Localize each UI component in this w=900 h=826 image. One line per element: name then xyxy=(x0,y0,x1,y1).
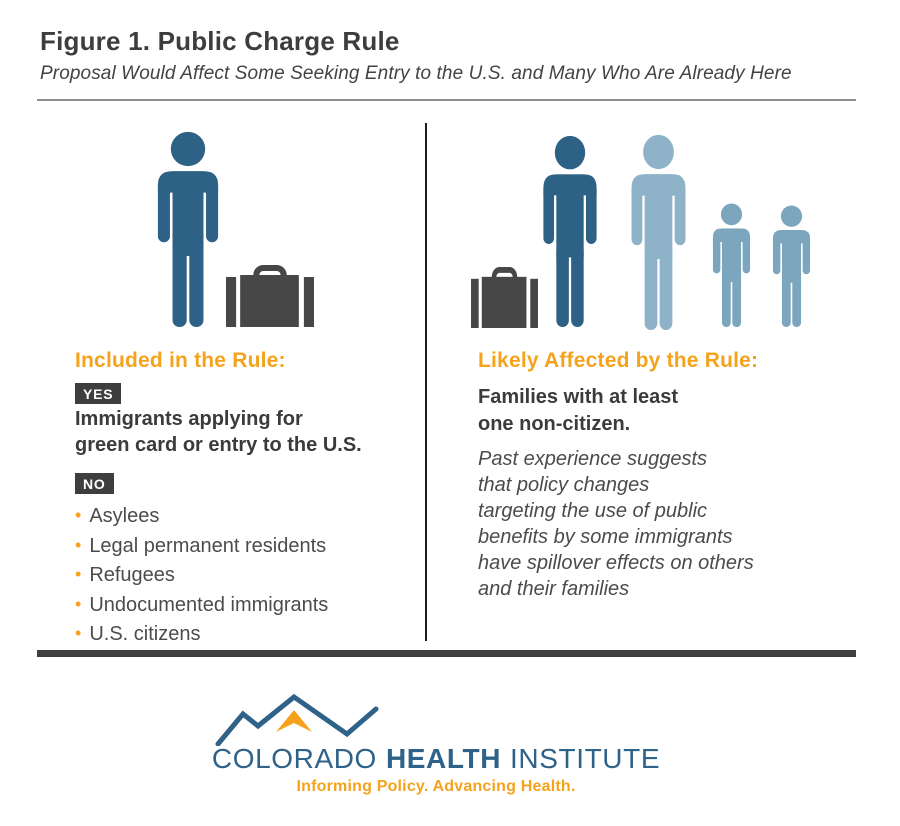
mountain-logo-icon xyxy=(215,694,379,746)
yes-badge: YES xyxy=(75,383,122,404)
list-item-label: Refugees xyxy=(89,564,175,586)
affected-note-line: benefits by some immigrants xyxy=(478,526,733,548)
list-item: • Refugees xyxy=(75,560,328,590)
affected-heading: Likely Affected by the Rule: xyxy=(478,349,759,372)
affected-description-line: one non-citizen. xyxy=(478,413,631,435)
logo-tagline: Informing Policy. Advancing Health. xyxy=(296,778,576,795)
bullet-icon: • xyxy=(75,505,82,525)
adult-icon xyxy=(620,134,697,330)
excluded-list: • Asylees • Legal permanent residents • Ref… xyxy=(75,501,328,649)
bullet-icon: • xyxy=(75,593,82,614)
included-description-line: Immigrants applying for xyxy=(75,408,303,430)
list-item: • Legal permanent residents xyxy=(75,531,328,561)
included-description: Immigrants applying for green card or en… xyxy=(75,406,362,458)
affected-note-line: and their families xyxy=(478,578,630,600)
list-item-label: Legal permanent residents xyxy=(89,534,327,557)
included-description-line: green card or entry to the U.S. xyxy=(75,434,362,456)
child-icon xyxy=(705,203,758,327)
list-item: • Undocumented immigrants xyxy=(75,590,328,620)
list-item-label: U.S. citizens xyxy=(89,623,201,645)
affected-note-line: Past experience suggests xyxy=(478,448,708,470)
affected-note-line: that policy changes xyxy=(478,474,650,496)
list-item: • Asylees xyxy=(75,501,328,531)
column-divider-line xyxy=(425,123,427,641)
suitcase-icon xyxy=(226,265,314,327)
logo-word-institute: INSTITUTE xyxy=(510,743,661,774)
list-item-label: Asylees xyxy=(89,505,160,527)
affected-note-line: have spillover effects on others xyxy=(478,552,754,574)
person-icon xyxy=(145,131,231,327)
affected-note: Past experience suggests that policy cha… xyxy=(478,446,754,602)
list-item: • U.S. citizens xyxy=(75,619,328,649)
header-divider-line xyxy=(37,99,856,101)
bullet-icon: • xyxy=(75,623,82,643)
logo-wordmark: COLORADO HEALTH INSTITUTE xyxy=(36,743,836,775)
bullet-icon: • xyxy=(75,534,82,555)
bullet-icon: • xyxy=(75,564,82,584)
child-icon xyxy=(765,205,818,327)
affected-description-line: Families with at least xyxy=(478,386,679,408)
figure-subtitle: Proposal Would Affect Some Seeking Entry… xyxy=(40,63,792,84)
footer-divider-bar xyxy=(37,650,856,657)
no-badge: NO xyxy=(75,473,114,494)
logo-word-colorado: COLORADO xyxy=(211,743,377,774)
affected-description: Families with at least one non-citizen. xyxy=(478,384,678,438)
adult-icon xyxy=(532,135,608,327)
logo-word-health: HEALTH xyxy=(385,743,502,774)
affected-note-line: targeting the use of public xyxy=(478,500,708,522)
figure-title: Figure 1. Public Charge Rule xyxy=(40,26,400,56)
suitcase-icon xyxy=(471,267,538,328)
list-item-label: Undocumented immigrants xyxy=(89,593,329,616)
included-heading: Included in the Rule: xyxy=(75,349,286,372)
